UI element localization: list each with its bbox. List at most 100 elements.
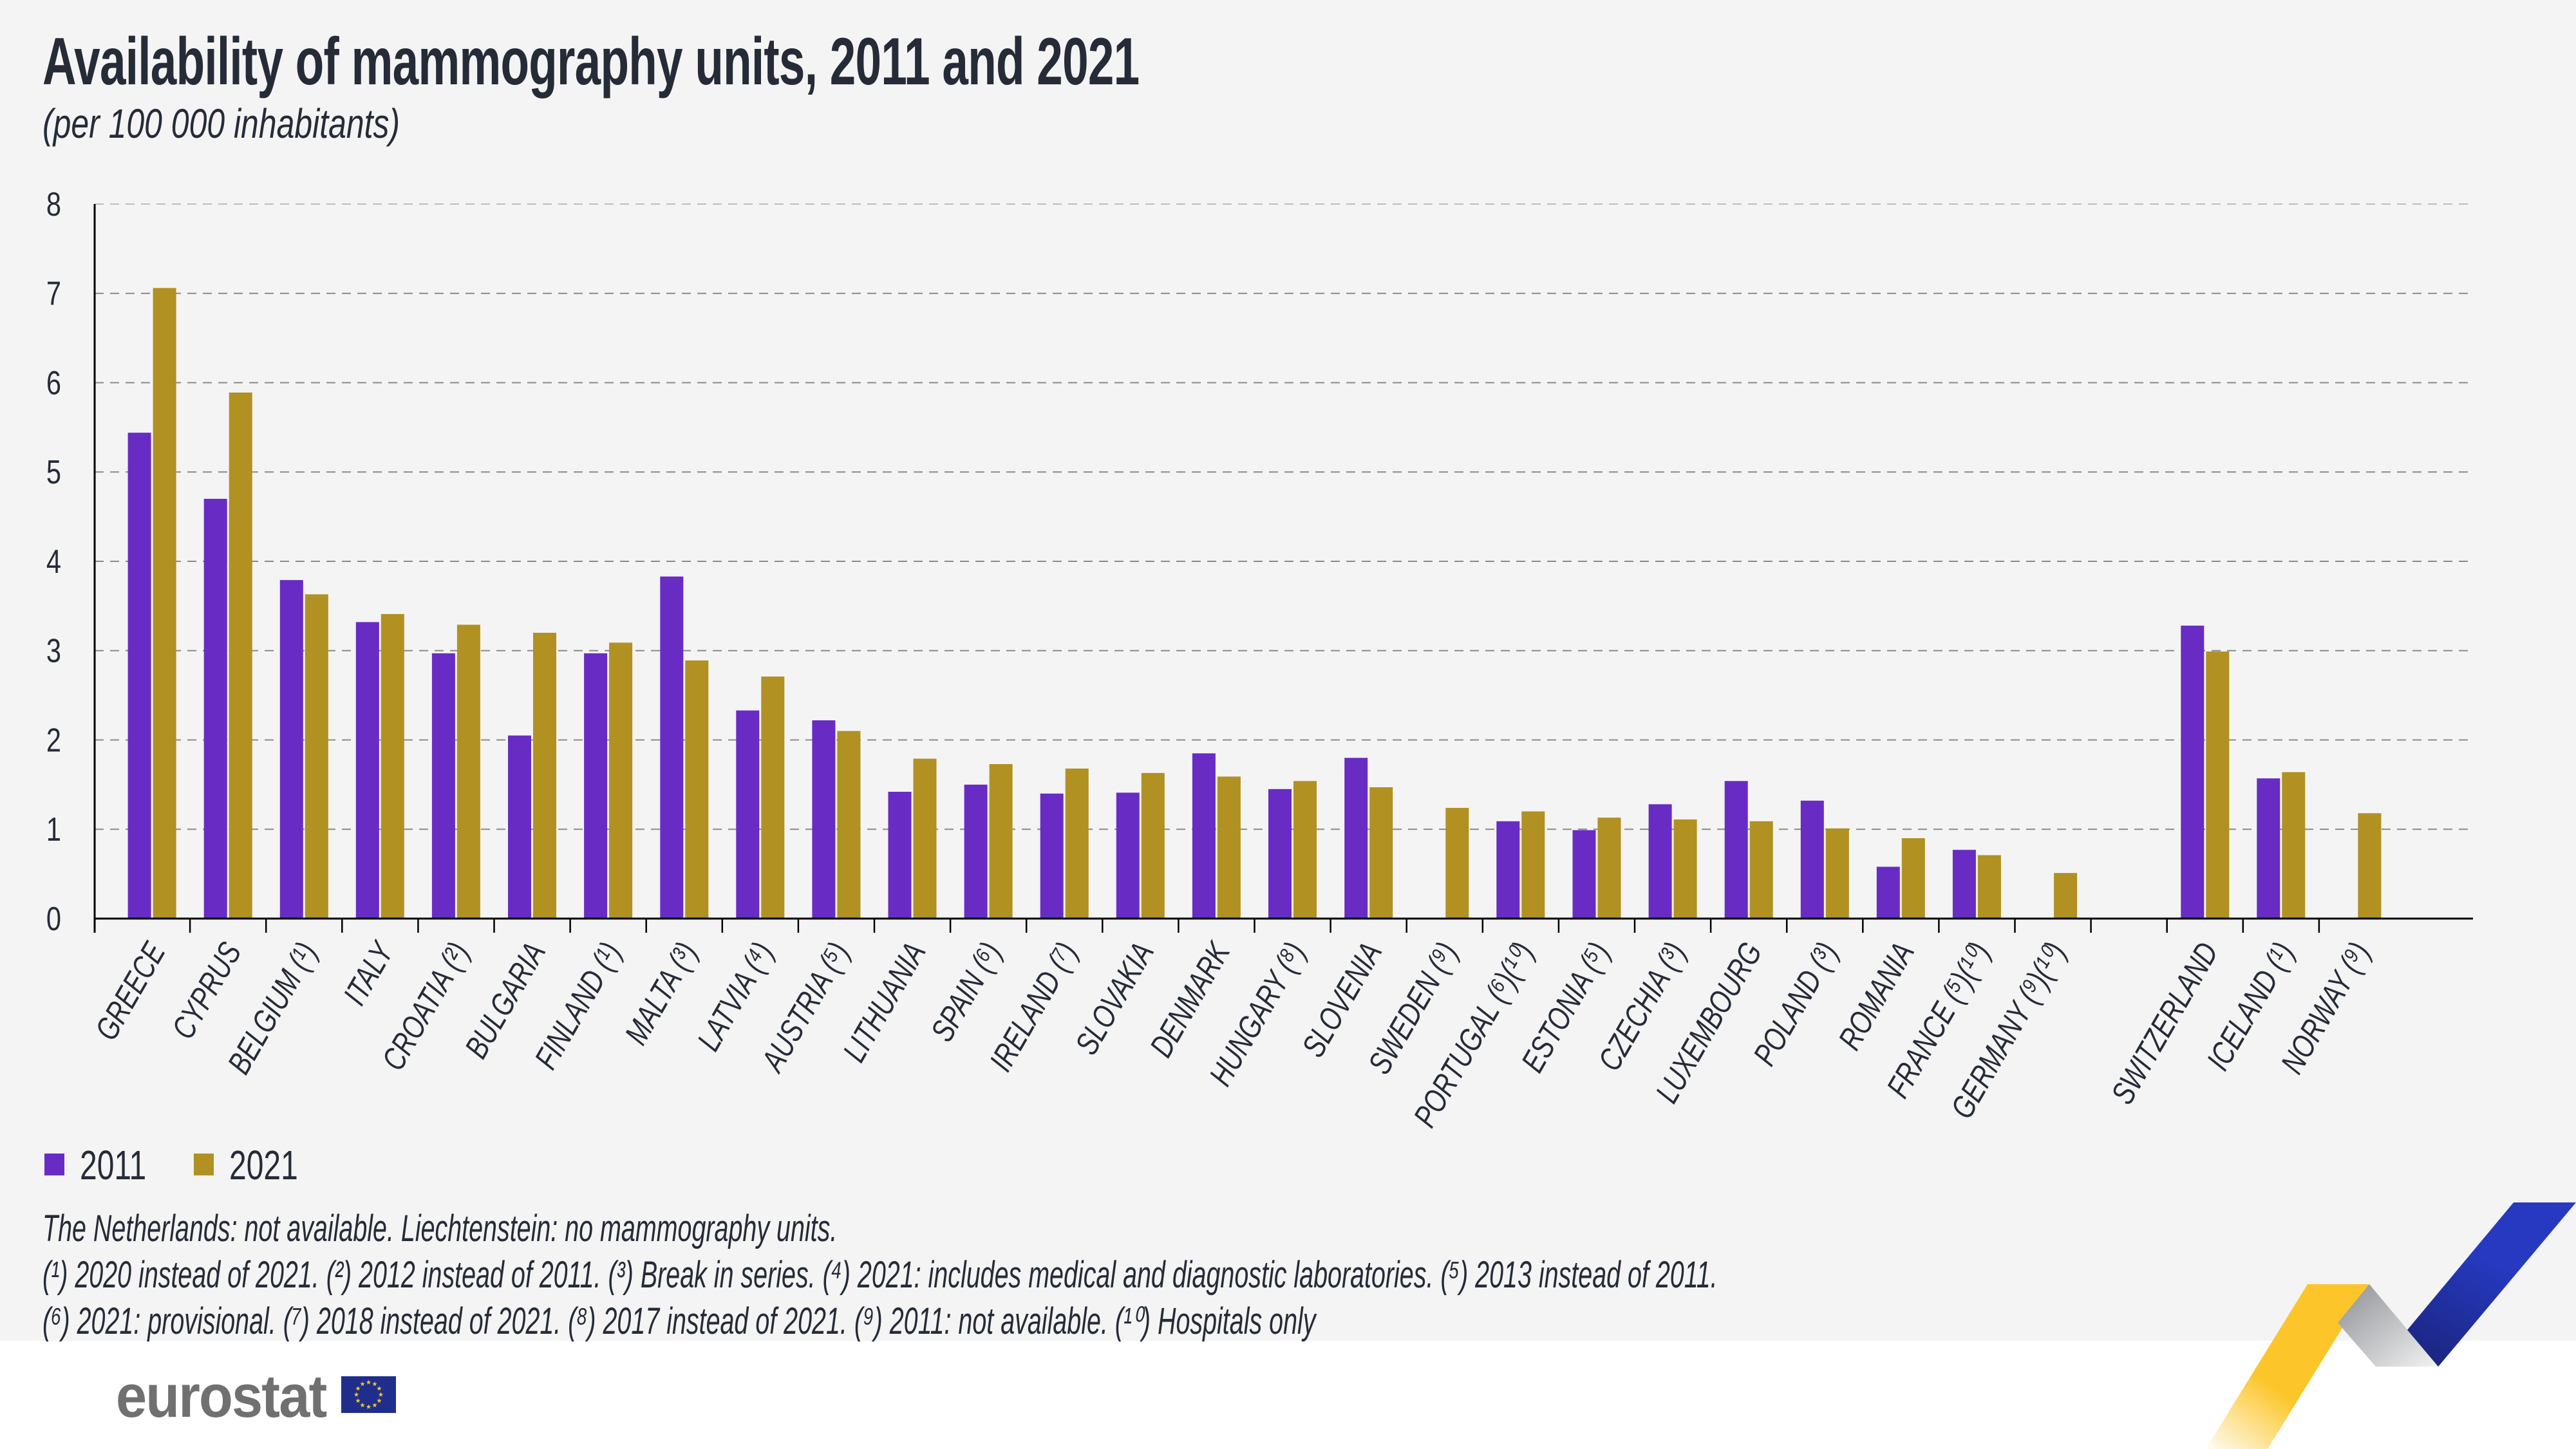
bar-2011[interactable] xyxy=(1724,781,1748,919)
bar-2011[interactable] xyxy=(736,710,760,919)
ribbon-yellow xyxy=(2206,1284,2369,1449)
bar-2011[interactable] xyxy=(1116,792,1140,919)
x-tick-label: SPAIN (⁶) xyxy=(923,936,1009,1047)
eu-flag-icon xyxy=(341,1376,396,1413)
bar-2021[interactable] xyxy=(153,288,176,919)
bar-2021[interactable] xyxy=(1293,781,1317,919)
bar-2021[interactable] xyxy=(761,677,785,919)
bar-2021[interactable] xyxy=(2206,651,2230,919)
bar-2021[interactable] xyxy=(1825,828,1849,919)
bar-2011[interactable] xyxy=(1344,758,1368,919)
footnote-line-2: (⁶) 2021: provisional. (⁷) 2018 instead … xyxy=(42,1300,1316,1342)
bar-2011[interactable] xyxy=(1268,789,1292,919)
bar-2011[interactable] xyxy=(127,433,151,919)
flag-star xyxy=(378,1392,384,1397)
bar-2011[interactable] xyxy=(1876,866,1900,919)
flag-star xyxy=(353,1392,359,1397)
y-tick-label: 6 xyxy=(46,364,61,402)
eurostat-ribbon-graphic xyxy=(2206,1202,2576,1449)
bar-2021[interactable] xyxy=(533,633,556,919)
bar-2021[interactable] xyxy=(305,594,328,919)
flag-star xyxy=(372,1381,377,1387)
gridlines xyxy=(95,203,2473,830)
ribbon-gray xyxy=(2338,1284,2438,1367)
y-tick-label: 4 xyxy=(46,543,61,581)
bar-2011[interactable] xyxy=(888,792,912,919)
x-tick-label: SWITZERLAND xyxy=(2103,936,2225,1110)
bar-2021[interactable] xyxy=(913,758,937,919)
bar-2021[interactable] xyxy=(989,764,1013,919)
x-axis xyxy=(93,204,2473,933)
y-tick-label: 5 xyxy=(46,453,61,491)
legend-label-2021: 2021 xyxy=(229,1142,298,1188)
bar-2021[interactable] xyxy=(1141,772,1165,919)
y-tick-label: 2 xyxy=(46,721,61,759)
bar-2021[interactable] xyxy=(1369,787,1393,919)
bar-2021[interactable] xyxy=(2054,873,2078,919)
bar-2011[interactable] xyxy=(2181,625,2205,919)
bar-2011[interactable] xyxy=(964,784,988,919)
y-tick-label: 0 xyxy=(46,900,61,938)
bar-2021[interactable] xyxy=(685,660,709,919)
flag-star xyxy=(360,1381,365,1387)
bar-2011[interactable] xyxy=(1952,850,1976,919)
bar-2011[interactable] xyxy=(1040,793,1064,919)
flag-star xyxy=(360,1402,365,1408)
bar-2021[interactable] xyxy=(1901,838,1925,919)
bar-2011[interactable] xyxy=(431,653,455,919)
y-tick-label: 8 xyxy=(46,185,61,223)
bar-2021[interactable] xyxy=(837,731,861,919)
y-tick-label: 1 xyxy=(46,810,61,848)
bar-2011[interactable] xyxy=(1496,821,1520,919)
chart-subtitle: (per 100 000 inhabitants) xyxy=(42,100,400,147)
bar-2011[interactable] xyxy=(2257,778,2280,919)
bar-2011[interactable] xyxy=(812,720,836,919)
bar-2021[interactable] xyxy=(1977,855,2001,919)
bar-2021[interactable] xyxy=(1749,821,1773,919)
bar-2021[interactable] xyxy=(2358,813,2382,919)
x-tick-label: MALTA (³) xyxy=(617,936,705,1051)
x-tick-label: ITALY xyxy=(336,935,402,1011)
bar-2011[interactable] xyxy=(355,622,379,919)
bar-2011[interactable] xyxy=(508,735,531,919)
flag-star xyxy=(366,1379,371,1385)
bar-2021[interactable] xyxy=(229,392,252,919)
legend-swatch-2011 xyxy=(44,1154,64,1175)
flag-star xyxy=(372,1402,377,1408)
eurostat-wordmark: eurostat xyxy=(116,1362,327,1430)
bar-2021[interactable] xyxy=(1065,768,1089,919)
bar-2011[interactable] xyxy=(203,498,227,919)
footnote-availability: The Netherlands: not available. Liechten… xyxy=(42,1208,838,1249)
bar-2021[interactable] xyxy=(1673,819,1697,919)
bar-2011[interactable] xyxy=(1800,800,1824,919)
flag-star xyxy=(377,1386,382,1391)
flag-star xyxy=(355,1398,361,1403)
ribbon-blue xyxy=(2407,1202,2576,1367)
bar-2021[interactable] xyxy=(1445,808,1469,919)
bar-2021[interactable] xyxy=(609,642,633,919)
chart-panel xyxy=(0,0,2576,1341)
bar-2011[interactable] xyxy=(584,653,608,919)
x-tick-label: GREECE xyxy=(88,935,173,1046)
bar-2011[interactable] xyxy=(1572,830,1596,919)
bar-2011[interactable] xyxy=(660,576,684,919)
bar-2021[interactable] xyxy=(2282,772,2306,919)
bar-2011[interactable] xyxy=(1192,753,1216,919)
bar-2021[interactable] xyxy=(1217,776,1241,919)
legend-swatch-2021 xyxy=(194,1154,214,1175)
bar-2021[interactable] xyxy=(1597,818,1621,919)
bar-2021[interactable] xyxy=(381,613,404,919)
bar-2011[interactable] xyxy=(1648,804,1672,919)
bar-2021[interactable] xyxy=(1521,811,1545,919)
bar-2021[interactable] xyxy=(456,624,480,919)
flag-star xyxy=(377,1398,382,1403)
y-tick-label: 3 xyxy=(46,631,61,669)
chart-title: Availability of mammography units, 2011 … xyxy=(42,24,1140,99)
y-axis-ticks: 0 1 2 3 4 5 6 7 8 xyxy=(46,185,61,938)
flag-star xyxy=(355,1386,361,1391)
bars xyxy=(127,288,2382,919)
flag-star xyxy=(366,1404,371,1409)
bar-2011[interactable] xyxy=(279,580,303,919)
